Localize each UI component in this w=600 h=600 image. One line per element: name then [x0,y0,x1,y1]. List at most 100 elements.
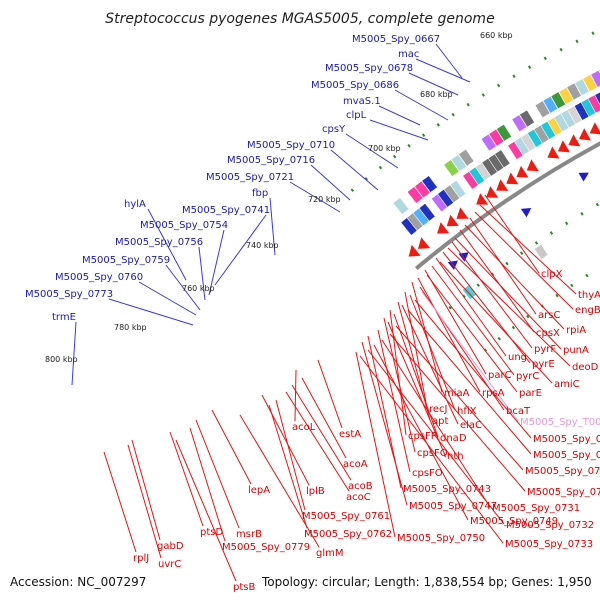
reverse-cds-arrow [506,172,519,185]
gene-label-m5005-spy-0732: M5005_Spy_0732 [506,520,594,531]
gene-label-m5005-spy-0747: M5005_Spy_0747 [409,501,497,512]
gene-label-m5005-spy-0678: M5005_Spy_0678 [325,63,413,74]
reverse-cds-arrow [516,165,529,178]
leader-line-pyre [442,251,531,364]
leader-line-ung [435,257,507,357]
cog-category-block [521,133,536,151]
cog-outer-block [436,165,452,182]
leader-line-miaa [411,281,443,393]
leader-line-cpsfp [389,309,407,436]
map-title: Streptococcus pyogenes MGAS5005, complet… [105,11,494,27]
cog-category-block [456,176,472,194]
leader-line-m5005-spy-0756 [198,246,206,301]
genome-summary-text: Topology: circular; Length: 1,838,554 bp… [261,575,592,589]
cog-category-block [469,167,485,185]
cog-outer-block [575,79,589,96]
cog-outer-block [559,87,574,104]
gene-label-m5005-spy-0733: M5005_Spy_0733 [505,539,593,550]
kbp-tick-label: 660 kbp [480,31,513,40]
gene-label-m5005-spy-0750: M5005_Spy_0750 [397,533,485,544]
gene-label-m5005-spy-0754: M5005_Spy_0754 [140,220,228,231]
leader-line-m5005-spy-0718 [407,309,532,455]
leader-line-trme [71,321,77,386]
cog-outer-block [496,124,512,141]
leader-line-gabd [131,439,161,541]
cog-outer-block [451,154,467,171]
reverse-cds-arrow [496,179,509,191]
leader-line-fbp [269,197,276,256]
cog-category-block [567,106,582,124]
cog-category-block [407,213,423,231]
gene-label-pyrf: pyrF [534,344,556,355]
leader-line-arsc [469,217,537,315]
leader-line-clpl [369,119,429,141]
cog-category-block [463,171,479,189]
leader-line-rplj [103,451,137,553]
leader-line-glmm [239,414,320,548]
cog-outer-block [422,175,438,193]
cog-category-block [574,102,589,121]
leader-line-dnad [393,313,439,438]
kbp-tick-label: 680 kbp [420,90,453,99]
leader-line-deod [447,247,571,367]
cog-outer-block [393,198,409,215]
gene-label-acol: acoL [292,422,316,433]
leader-line-m5005-spy-0741 [214,214,267,286]
gene-label-m5005-spy-0756: M5005_Spy_0756 [115,237,203,248]
leader-line-m5005-spy-0733 [359,355,504,544]
leader-line-rpia [464,224,565,330]
reverse-cds-arrow [557,140,570,153]
cog-category-block [495,150,510,168]
kbp-tick-label: 700 kbp [368,144,401,153]
leader-line-rpsa [417,277,481,393]
gene-label-m5005-spy-0779: M5005_Spy_0779 [222,542,310,553]
reverse-cds-arrow [476,193,489,205]
gene-label-engb: engB [575,305,600,316]
leader-line-acoc [285,391,350,492]
gene-label-pare: parE [519,388,542,399]
leader-line-cpsx [459,229,535,333]
cog-outer-block [567,83,582,100]
gene-label-clpx: clpX [541,269,563,280]
gene-label-m5005-spy-0667: M5005_Spy_0667 [352,34,440,45]
gene-label-m5005-spy-0731: M5005_Spy_0731 [492,503,580,514]
cog-category-block [450,180,466,198]
gene-label-cpsy: cpsY [322,124,346,135]
cog-category-block [595,92,600,105]
gene-labels: 660 kbp 680 kbp 700 kbp 720 kbp 740 kbp 760 k… [25,31,600,593]
forward-cds-arrow [578,172,589,182]
leader-line-m5005-spy-t0047 [421,291,519,422]
cog-outer-block [512,115,527,132]
gene-label-m5005-spy-0741: M5005_Spy_0741 [182,205,270,216]
cog-outer-block [591,70,600,87]
cog-category-block [419,203,435,221]
cog-category-block [444,185,460,203]
gene-label-puna: punA [563,345,589,356]
leader-line-parc [424,269,487,375]
leader-line-acob [291,384,352,481]
gene-label-m5005-spy-0716: M5005_Spy_0716 [227,155,315,166]
gene-label-rpia: rpiA [566,325,586,336]
cog-category-block [401,218,417,235]
leader-line-pyrc [431,265,515,376]
gene-label-cpsx: cpsX [536,328,560,339]
cog-category-block [488,154,504,172]
leader-line-m5005-spy-0750 [355,351,396,538]
reverse-cds-arrow [526,159,539,172]
forward-feature-box [462,285,477,300]
cog-category-block [501,145,517,164]
cog-category-block [508,141,523,160]
leader-line-m5005-spy-0710 [330,149,379,191]
gene-label-cpsfo: cpsFO [412,468,443,479]
cog-category-block [581,98,596,117]
gene-label-elac: elaC [460,420,482,431]
cog-category-block [554,113,569,132]
reverse-cds-arrow [547,146,560,159]
gene-label-nth: nth [447,451,464,462]
accession-text: Accession: NC_007297 [10,575,146,589]
reverse-cds-arrow [568,134,581,147]
cog-category-block [431,194,448,212]
cog-category-block [534,125,549,143]
gene-label-pyrc: pyrC [516,371,539,382]
leader-line-m5005-spy-0732 [367,349,505,525]
